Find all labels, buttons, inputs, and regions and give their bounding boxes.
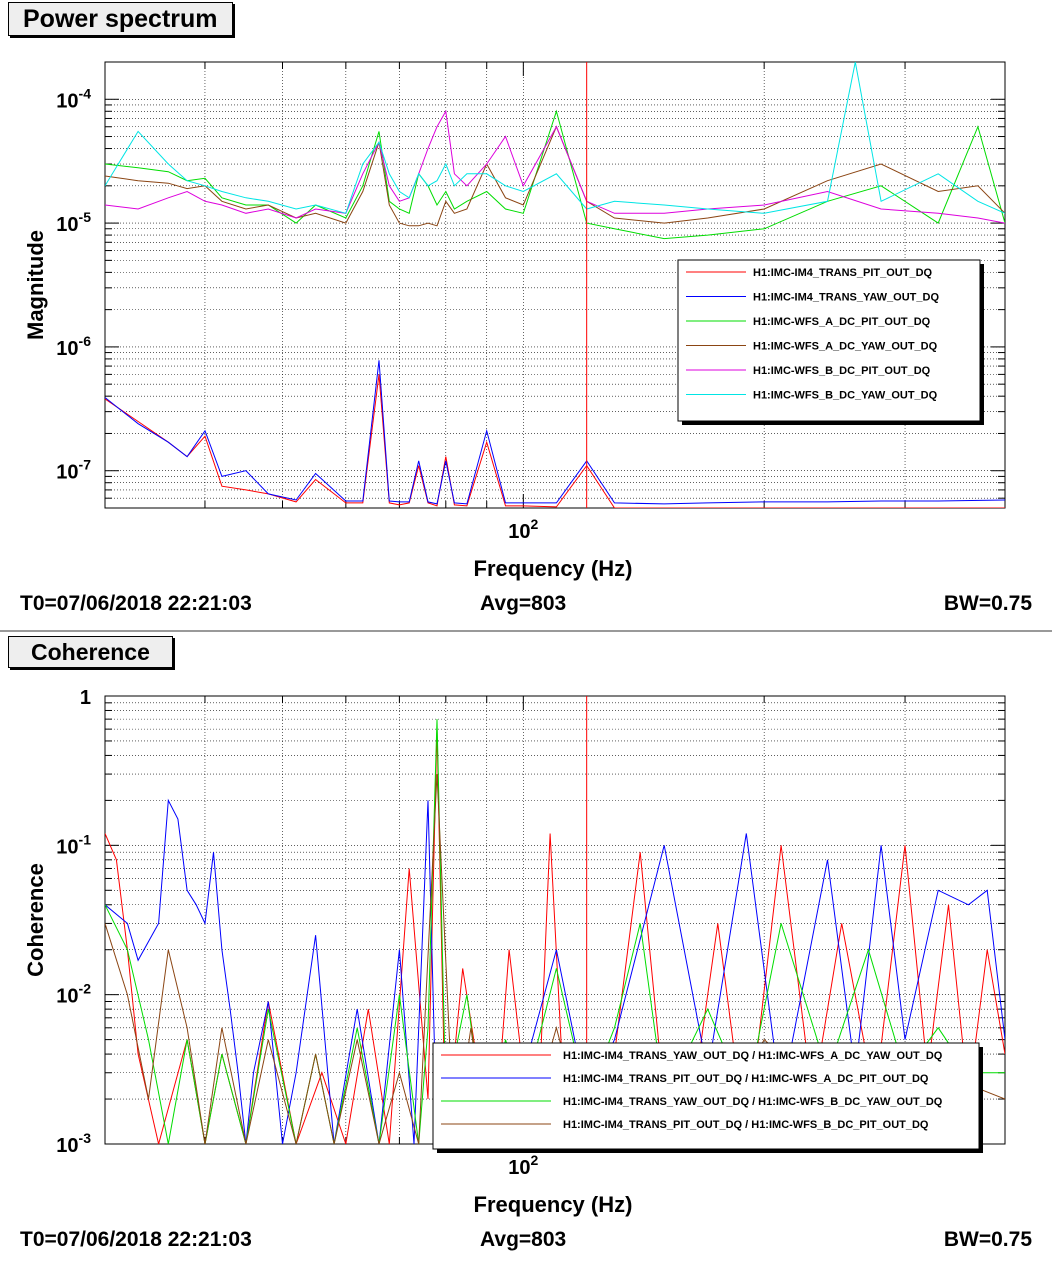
coherence-ylabel: Coherence xyxy=(23,863,48,977)
coherence-ticks xyxy=(104,695,1006,1145)
coherence-legend-label-0: H1:IMC-IM4_TRANS_YAW_OUT_DQ / H1:IMC-WFS… xyxy=(563,1050,943,1062)
power-spectrum-panel: 10-4 10-5 10-6 10-7 102 Frequency (Hz) Magnitu… xyxy=(0,0,1052,630)
bottom-t0-label: T0=07/06/2018 22:21:03 xyxy=(20,1228,252,1251)
power-xtick-label-0: 102 xyxy=(508,516,538,543)
top-bw-label: BW=0.75 xyxy=(943,592,1032,615)
bottom-bw-label: BW=0.75 xyxy=(943,1228,1032,1251)
power-frame xyxy=(104,61,1006,509)
coherence-xtick-label-0: 102 xyxy=(508,1152,538,1179)
power-series-line-2 xyxy=(105,109,1005,240)
coherence-xlabel: Frequency (Hz) xyxy=(474,1192,633,1217)
power-ytick-label-2: 10-6 xyxy=(56,333,91,360)
power-ylabel: Magnitude xyxy=(23,230,48,340)
coherence-legend-box xyxy=(432,1042,980,1150)
coherence-chart: 1 10-1 10-2 10-3 102 Frequency (Hz) Coherence H… xyxy=(23,687,1006,1217)
power-legend-label-1: H1:IMC-IM4_TRANS_YAW_OUT_DQ xyxy=(753,292,939,304)
power-legend-label-5: H1:IMC-WFS_B_DC_YAW_OUT_DQ xyxy=(753,390,938,402)
coherence-panel: 1 10-1 10-2 10-3 102 Frequency (Hz) Coherence H… xyxy=(0,632,1052,1261)
coherence-series-line-1 xyxy=(105,798,1005,1144)
coherence-legend-label-2: H1:IMC-IM4_TRANS_YAW_OUT_DQ / H1:IMC-WFS… xyxy=(563,1096,943,1108)
power-legend-label-0: H1:IMC-IM4_TRANS_PIT_OUT_DQ xyxy=(753,267,933,279)
power-series-line-4 xyxy=(105,109,1005,224)
top-t0-label: T0=07/06/2018 22:21:03 xyxy=(20,592,252,615)
power-spectrum-title[interactable]: Power spectrum xyxy=(8,2,233,36)
coherence-ytick-label-1: 10-1 xyxy=(56,831,91,858)
power-series-line-0 xyxy=(105,374,1005,508)
coherence-ytick-label-2: 10-2 xyxy=(56,981,91,1008)
power-spectrum-chart: 10-4 10-5 10-6 10-7 102 Frequency (Hz) Magnitu… xyxy=(23,61,1006,581)
power-legend-label-2: H1:IMC-WFS_A_DC_PIT_OUT_DQ xyxy=(753,316,931,328)
power-ytick-label-1: 10-5 xyxy=(56,209,91,236)
power-ytick-label-3: 10-7 xyxy=(56,457,91,484)
power-xlabel: Frequency (Hz) xyxy=(474,556,633,581)
power-series-group xyxy=(105,62,1005,508)
bottom-avg-label: Avg=803 xyxy=(480,1228,567,1251)
power-legend-label-4: H1:IMC-WFS_B_DC_PIT_OUT_DQ xyxy=(753,365,931,377)
top-avg-label: Avg=803 xyxy=(480,592,567,615)
coherence-title[interactable]: Coherence xyxy=(8,636,173,668)
coherence-legend-label-3: H1:IMC-IM4_TRANS_PIT_OUT_DQ / H1:IMC-WFS… xyxy=(563,1119,929,1131)
power-ytick-label-0: 10-4 xyxy=(56,85,91,112)
panel-divider xyxy=(0,630,1052,632)
power-series-line-5 xyxy=(105,62,1005,214)
power-series-line-1 xyxy=(105,360,1005,505)
power-series-line-3 xyxy=(105,125,1005,227)
coherence-legend-label-1: H1:IMC-IM4_TRANS_PIT_OUT_DQ / H1:IMC-WFS… xyxy=(563,1073,929,1085)
coherence-ytick-label-0: 1 xyxy=(80,687,91,709)
power-legend-label-3: H1:IMC-WFS_A_DC_YAW_OUT_DQ xyxy=(753,341,938,353)
coherence-ytick-label-3: 10-3 xyxy=(56,1130,91,1157)
